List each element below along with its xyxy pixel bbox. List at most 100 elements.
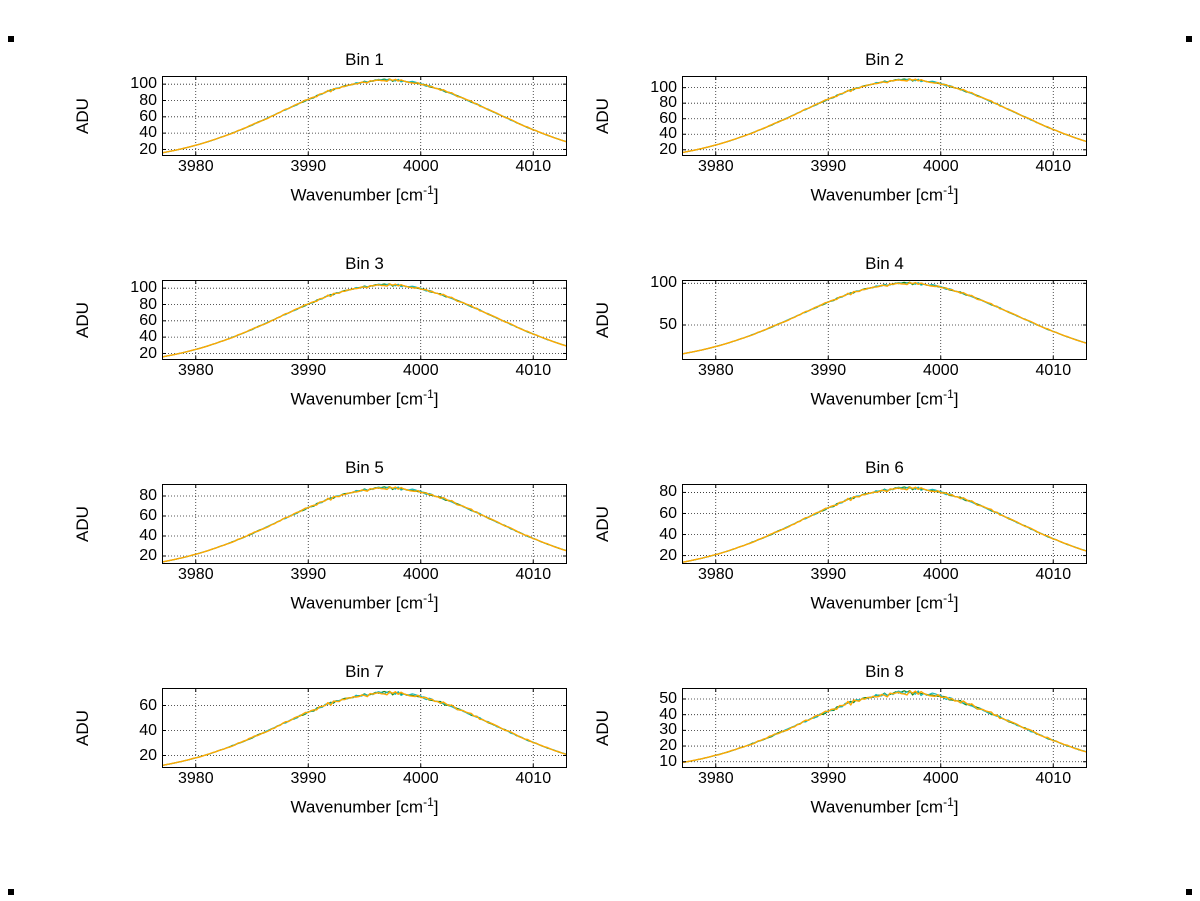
y-axis-label-box: ADU <box>60 688 106 768</box>
y-axis-label-box: ADU <box>60 484 106 564</box>
plot-title: Bin 4 <box>865 254 904 273</box>
y-tick-label: 80 <box>139 295 157 313</box>
subplot-bin-6: Bin 6 ADU 20 40 60 80 3980 3990 4000 4010 Wavenumb… <box>580 456 1100 613</box>
y-tick-label: 40 <box>659 525 677 543</box>
plot-title: Bin 2 <box>865 50 904 69</box>
x-tick-labels: 3980 3990 4000 4010 <box>682 768 1087 790</box>
subplot-bin-3: Bin 3 ADU 20 40 60 80 100 3980 3990 4000 4010 Waven… <box>60 252 580 409</box>
y-tick-label: 50 <box>659 316 677 333</box>
x-tick-label: 4000 <box>403 566 439 583</box>
plot-title: Bin 8 <box>865 662 904 681</box>
plot-title: Bin 7 <box>345 662 384 681</box>
x-axis-label-text: Wavenumber [cm <box>810 185 944 205</box>
x-axis-label-superscript: -1 <box>943 591 954 605</box>
subplot-bin-2: Bin 2 ADU 20 40 60 80 100 3980 3990 4000 4010 Waven… <box>580 48 1100 205</box>
y-tick-label: 40 <box>139 721 157 739</box>
x-tick-label: 4010 <box>1035 770 1072 787</box>
x-tick-label: 4000 <box>403 362 439 379</box>
plot-area <box>162 76 567 156</box>
x-axis-label-superscript: -1 <box>943 387 954 401</box>
x-tick-label: 3990 <box>810 770 847 787</box>
x-tick-label: 4000 <box>923 770 959 787</box>
x-tick-labels: 3980 3990 4000 4010 <box>682 156 1087 178</box>
x-axis-label: Wavenumber [cm-1] <box>682 178 1087 205</box>
y-axis-label-box: ADU <box>580 76 626 156</box>
y-axis-label: ADU <box>593 710 612 746</box>
plot-area <box>162 280 567 360</box>
axes-row: ADU 50 100 <box>580 275 1100 360</box>
x-axis-label-suffix: ] <box>433 797 439 817</box>
y-tick-label: 100 <box>130 279 157 297</box>
y-tick-label: 60 <box>139 696 157 714</box>
y-tick-label: 40 <box>659 705 677 723</box>
x-axis-label-suffix: ] <box>953 593 959 613</box>
axes-row: ADU 20 40 60 <box>60 688 580 768</box>
axes-row: ADU 10 20 30 40 50 <box>580 688 1100 769</box>
plot-title: Bin 1 <box>345 50 384 69</box>
subplot-bin-1: Bin 1 ADU 20 40 60 80 100 3980 3990 4000 4010 Waven… <box>60 48 580 205</box>
x-axis-label-superscript: -1 <box>943 183 954 197</box>
x-axis-label-text: Wavenumber [cm <box>290 593 424 613</box>
y-tick-label: 80 <box>139 487 157 504</box>
y-axis-label-box: ADU <box>60 76 106 156</box>
x-axis-label: Wavenumber [cm-1] <box>682 586 1087 613</box>
x-tick-label: 4010 <box>1035 158 1072 175</box>
x-tick-labels: 3980 3990 4000 4010 <box>162 564 567 586</box>
x-axis-label: Wavenumber [cm-1] <box>682 790 1087 817</box>
x-tick-label: 4010 <box>515 158 552 175</box>
x-tick-label: 3980 <box>698 566 734 583</box>
plot-area <box>162 688 567 768</box>
x-tick-label: 4000 <box>923 362 959 379</box>
x-axis-label-superscript: -1 <box>943 795 954 809</box>
x-tick-label: 3980 <box>178 770 214 787</box>
y-tick-label: 40 <box>139 527 157 544</box>
plot-area <box>682 76 1087 156</box>
x-axis-label-text: Wavenumber [cm <box>290 389 424 409</box>
x-tick-label: 4010 <box>1035 362 1072 379</box>
x-axis-label-text: Wavenumber [cm <box>290 797 424 817</box>
x-tick-label: 4000 <box>403 158 439 175</box>
x-axis-label-superscript: -1 <box>423 591 434 605</box>
corner-mark <box>8 36 14 42</box>
x-axis-label: Wavenumber [cm-1] <box>162 178 567 205</box>
y-tick-labels: 20 40 60 80 100 <box>106 76 162 157</box>
y-tick-label: 40 <box>139 328 157 346</box>
axes-row: ADU 20 40 60 80 100 <box>60 76 580 157</box>
y-tick-label: 30 <box>659 721 677 739</box>
y-tick-label: 20 <box>139 547 157 564</box>
y-axis-label-box: ADU <box>580 280 626 360</box>
axes-row: ADU 20 40 60 80 <box>60 484 580 564</box>
x-axis-label-superscript: -1 <box>423 387 434 401</box>
y-tick-label: 60 <box>139 107 157 125</box>
x-axis-label-superscript: -1 <box>423 183 434 197</box>
y-tick-label: 100 <box>650 274 677 292</box>
y-tick-label: 40 <box>139 124 157 142</box>
x-tick-label: 3990 <box>290 566 327 583</box>
x-tick-labels: 3980 3990 4000 4010 <box>162 360 567 382</box>
y-axis-label: ADU <box>73 710 92 746</box>
plot-title: Bin 3 <box>345 254 384 273</box>
x-tick-label: 4010 <box>515 362 552 379</box>
y-axis-label: ADU <box>593 302 612 338</box>
y-tick-labels: 20 40 60 80 <box>106 484 162 564</box>
subplot-grid: Bin 1 ADU 20 40 60 80 100 3980 3990 4000 4010 Waven… <box>60 48 1100 817</box>
x-axis-label-suffix: ] <box>953 185 959 205</box>
y-tick-label: 20 <box>139 746 157 764</box>
y-tick-label: 80 <box>659 483 677 501</box>
y-tick-label: 60 <box>139 311 157 329</box>
plot-title: Bin 6 <box>865 458 904 477</box>
x-tick-labels: 3980 3990 4000 4010 <box>162 768 567 790</box>
y-tick-label: 80 <box>659 94 677 112</box>
x-axis-label: Wavenumber [cm-1] <box>162 790 567 817</box>
y-tick-label: 20 <box>659 737 677 754</box>
x-tick-label: 3990 <box>810 566 847 583</box>
x-tick-label: 3980 <box>698 770 734 787</box>
y-axis-label-box: ADU <box>60 280 106 360</box>
x-axis-label-suffix: ] <box>433 185 439 205</box>
plot-title: Bin 5 <box>345 458 384 477</box>
y-axis-label: ADU <box>73 98 92 134</box>
x-tick-label: 3990 <box>290 158 327 175</box>
x-axis-label-suffix: ] <box>433 593 439 613</box>
x-tick-label: 3990 <box>290 362 327 379</box>
y-tick-labels: 50 100 <box>626 275 682 360</box>
